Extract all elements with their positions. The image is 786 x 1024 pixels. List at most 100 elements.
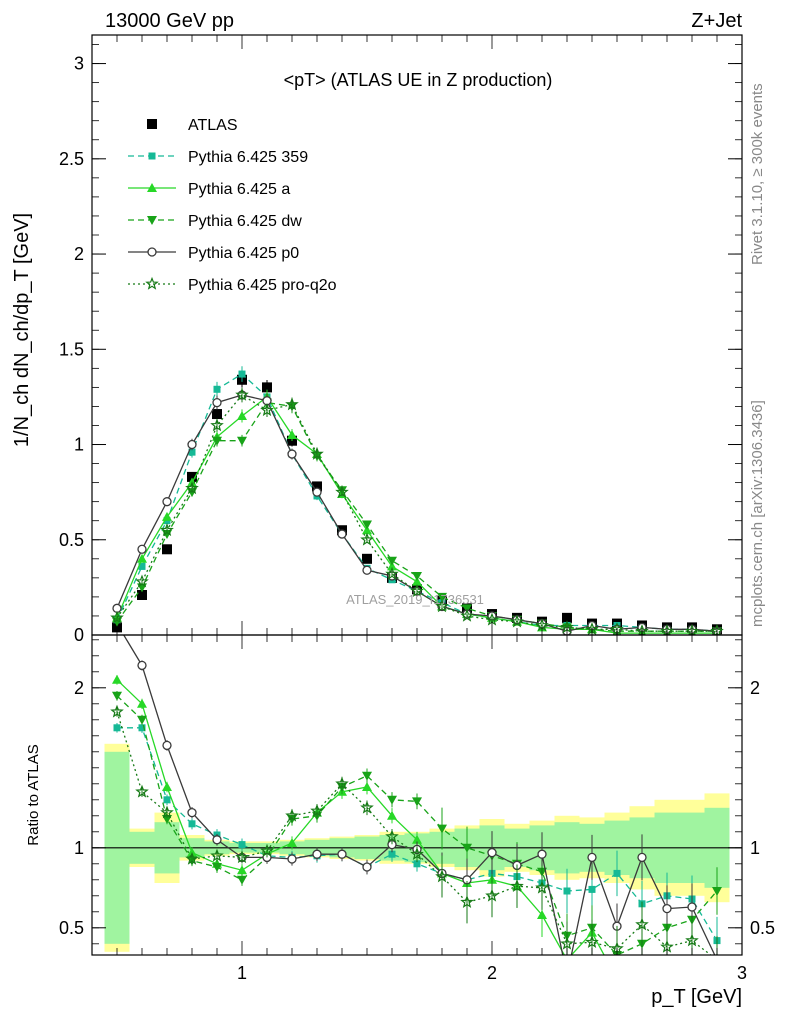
ratio-point-pa [162,782,172,791]
main-point-pq2o [410,584,424,597]
ratio-point-p359 [413,860,421,868]
main-point-pq2o [135,574,149,588]
ratio-point-pq2o [210,848,224,862]
legend: ATLAS Pythia 6.425 359 Pythia 6.425 a Pythi… [128,117,337,294]
ratio-point-pa [137,698,147,708]
main-point-pq2o [210,418,224,432]
main-point-pq2o [285,397,299,411]
ratio-data-layer [92,635,742,983]
main-point-pa [162,511,172,521]
main-point-pp0 [337,529,347,539]
ratio-point-pp0 [662,903,672,914]
ratio-point-pp0 [187,807,197,818]
legend-label-pa: Pythia 6.425 a [188,181,290,198]
legend-label-ATLAS: ATLAS [188,117,238,134]
main-point-pa [287,430,297,439]
ratio-point-pq2o [185,851,199,865]
main-point-pq2o [185,481,199,495]
ratio-point-pp0 [537,849,547,859]
main-point-pa [237,410,247,420]
main-point-pp0 [312,487,322,497]
ratio-point-pp0 [563,972,571,980]
ratio-point-pq2o [235,850,249,864]
main-point-pdw [462,604,472,614]
ratio-series-pq2o [110,704,718,955]
ratio-point-pa [612,974,622,983]
ratio-point-pq2o [260,843,274,857]
main-ytick-label: 3 [74,54,84,74]
main-ytick-label: 2 [74,244,84,264]
ratio-point-pa [666,954,668,955]
ratio-ytick-label: 0.5 [59,918,84,938]
ratio-point-pdw [137,715,147,725]
header-left: 13000 GeV pp [105,10,234,32]
ratio-point-pa [537,910,547,919]
watermark: ATLAS_2019_I1736531 [346,592,484,607]
ratio-point-pp0 [362,862,372,872]
legend-item-ATLAS: ATLAS [147,117,238,134]
ratio-point-pa [237,865,247,875]
ratio-point-pdw [462,843,472,853]
ratio-point-p359 [113,724,121,732]
main-point-pq2o [335,484,349,499]
main-point-pq2o [510,614,524,628]
main-point-pdw [387,556,397,566]
main-point-pdw [212,436,222,446]
main-point-pq2o [310,446,324,460]
legend-label-pq2o: Pythia 6.425 pro-q2o [188,277,337,294]
legend-marker-ATLAS [147,119,157,129]
main-point-pq2o [385,566,399,580]
legend-item-pq2o: Pythia 6.425 pro-q2o [128,276,337,294]
main-point-pp0 [162,497,172,507]
ratio-point-pa [716,954,718,955]
main-point-pp0 [287,449,297,459]
ratio-xtick-label: 3 [737,963,747,983]
ratio-point-pa [287,838,297,847]
main-point-ATLAS [262,382,272,393]
header-right: Z+Jet [691,10,742,32]
chart-title: <pT> (ATLAS UE in Z production) [284,70,553,90]
main-ytick-label: 1 [74,435,84,455]
ratio-point-pq2o [335,776,349,790]
main-point-pq2o [535,618,549,632]
main-point-p359 [138,562,146,570]
ratio-point-pq2o [510,879,524,892]
main-point-p359 [238,370,246,378]
legend-marker-pp0 [147,247,157,257]
main-point-pa [387,561,397,571]
main-point-pdw [362,520,372,530]
ratio-ytick-label-right: 2 [750,678,760,698]
main-point-ATLAS [562,612,572,623]
legend-item-p359: Pythia 6.425 359 [128,149,308,166]
main-point-ATLAS [112,622,122,633]
ratio-point-pp0 [587,852,597,863]
ratio-point-pdw [362,771,372,781]
legend-item-pa: Pythia 6.425 a [128,181,290,198]
ratio-ytick-label-right: 0.5 [750,918,775,938]
main-point-pq2o [110,610,124,624]
main-ylabel: 1/N_ch dN_ch/dp_T [GeV] [11,213,33,447]
ratio-point-pq2o [160,805,174,819]
main-point-ATLAS [312,481,322,492]
xlabel: p_T [GeV] [651,986,742,1008]
side-label-bottom: mcplots.cern.ch [arXiv:1306.3436] [749,400,766,627]
ratio-point-pp0 [287,854,297,864]
main-point-p359 [213,385,221,393]
ratio-point-pdw [112,691,122,701]
ratio-point-p359 [388,850,396,858]
ratio-ytick-label: 2 [74,678,84,698]
main-point-ATLAS [137,590,147,600]
main-point-pq2o [435,599,449,613]
main-point-pq2o [160,523,174,537]
ratio-point-pq2o [135,784,149,798]
ratio-point-pdw [712,887,722,896]
main-point-pq2o [235,387,249,401]
ratio-point-pdw [387,795,397,805]
main-point-ATLAS [212,409,222,420]
main-point-pq2o [460,608,474,622]
ratio-point-pq2o [485,888,499,902]
main-ytick-label: 1.5 [59,339,84,359]
ratio-point-pa [566,954,568,955]
ratio-point-pa [637,958,647,967]
ratio-point-pq2o [385,829,399,843]
